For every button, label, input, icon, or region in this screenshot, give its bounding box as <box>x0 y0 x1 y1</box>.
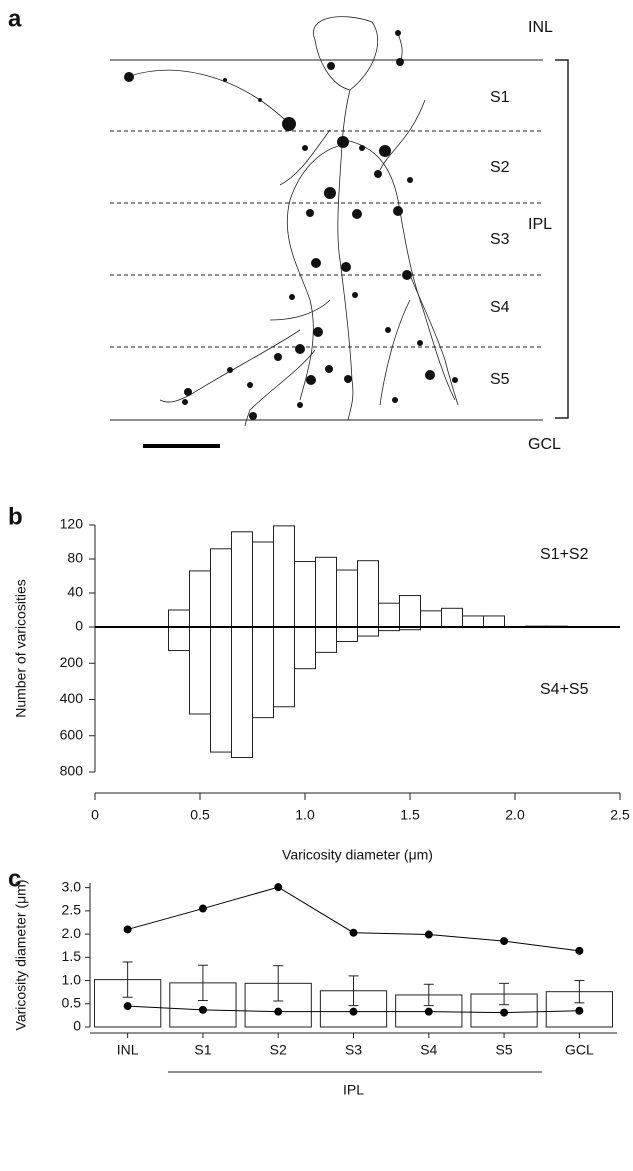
y-tick-label: 2.0 <box>62 925 82 941</box>
y2-tick-label: 800 <box>60 763 84 779</box>
x-tick-label: S2 <box>270 1042 287 1058</box>
panel-b: b 0 40 80 120 200 400 600 800 0 0.5 1.0 1.5 2.0 2.5 Var… <box>8 503 630 862</box>
panel-letter: b <box>8 503 23 530</box>
line-marker <box>424 1007 433 1016</box>
x-tick-label: S3 <box>345 1042 362 1058</box>
ipl-bracket <box>555 59 569 419</box>
y-tick-label: 40 <box>67 584 83 600</box>
neuron-drawing <box>129 16 459 427</box>
histogram-bar <box>462 615 484 628</box>
y-tick-label: 1.5 <box>62 948 82 964</box>
line-marker <box>500 1008 509 1017</box>
histogram-bar <box>315 556 337 628</box>
x-tick-label: 2.5 <box>610 807 630 823</box>
x-axis-label: Varicosity diameter (μm) <box>282 847 433 863</box>
x-tick-label: GCL <box>565 1042 594 1058</box>
x-tick-label: S1 <box>194 1042 211 1058</box>
histogram-bar <box>189 626 211 715</box>
line-marker <box>123 1002 132 1011</box>
series-label: S1+S2 <box>540 546 589 563</box>
x-tick-label: 0.5 <box>190 807 210 823</box>
histogram-bar <box>168 626 190 652</box>
layer-label: S5 <box>490 371 510 388</box>
line-marker <box>349 1007 358 1016</box>
histogram-bar <box>399 595 421 628</box>
histogram-bar <box>231 531 253 628</box>
histogram-bar <box>357 626 379 637</box>
histogram-bar <box>294 626 316 670</box>
histogram-bar <box>357 560 379 628</box>
x-tick-label: 1.5 <box>400 807 420 823</box>
bracket-label: IPL <box>528 216 552 233</box>
panel-c: c 0 0.5 1.0 1.5 2.0 2.5 3.0 Varicosity diameter … <box>8 865 617 1098</box>
panel-a: a <box>8 5 569 453</box>
histogram-bar <box>252 626 274 719</box>
layer-label: GCL <box>528 436 561 453</box>
y-tick-label: 120 <box>60 516 84 532</box>
x-tick-label: INL <box>117 1042 139 1058</box>
y-tick-label: 1.0 <box>62 971 82 987</box>
line <box>127 886 580 952</box>
y2-tick-label: 600 <box>60 726 84 742</box>
histogram-bar <box>252 541 274 628</box>
line-marker <box>500 937 509 946</box>
y-tick-label: 0 <box>73 1018 81 1034</box>
y-tick-label: 80 <box>67 550 83 566</box>
group-label: IPL <box>343 1082 364 1098</box>
histogram-bar <box>273 525 295 628</box>
bar <box>244 982 312 1028</box>
layer-label: S3 <box>490 231 510 248</box>
histogram-bar <box>378 602 400 628</box>
y-tick-label: 0.5 <box>62 994 82 1010</box>
line-marker <box>274 883 283 892</box>
histogram-bar <box>483 615 505 628</box>
x-tick-label: 0 <box>91 807 99 823</box>
histogram-bar <box>336 626 358 642</box>
line-marker <box>424 930 433 939</box>
line-marker <box>274 1007 283 1016</box>
y2-tick-label: 400 <box>60 690 84 706</box>
x-tick-label: 2.0 <box>505 807 525 823</box>
varicosities <box>124 30 458 420</box>
histogram-bar <box>210 626 232 753</box>
layer-label: INL <box>528 19 553 36</box>
y-tick-label: 2.5 <box>62 902 82 918</box>
histogram-bar <box>210 548 232 628</box>
line-marker <box>198 904 207 913</box>
line-marker <box>123 925 132 934</box>
line-marker <box>575 1006 584 1015</box>
line-marker <box>575 946 584 955</box>
y-axis-label: Varicosity diameter (μm) <box>13 880 29 1031</box>
histogram-bar <box>189 570 211 628</box>
x-tick-label: 1.0 <box>295 807 315 823</box>
histogram-bar <box>273 626 295 708</box>
line-marker <box>198 1005 207 1014</box>
layer-label: S2 <box>490 159 510 176</box>
histogram-bar <box>231 626 253 758</box>
layer-label: S1 <box>490 89 510 106</box>
y-tick-label: 3.0 <box>62 878 82 894</box>
histogram-bar <box>336 569 358 628</box>
panel-letter: a <box>8 5 22 32</box>
layer-label: S4 <box>490 299 510 316</box>
series-label: S4+S5 <box>540 681 589 698</box>
y-tick-label: 0 <box>75 618 83 634</box>
line-marker <box>349 928 358 937</box>
y2-tick-label: 200 <box>60 654 84 670</box>
histogram-bar <box>441 607 463 628</box>
histogram-bar <box>420 610 442 628</box>
x-tick-label: S5 <box>496 1042 513 1058</box>
histogram-bar <box>168 609 190 628</box>
panel-letter: c <box>8 865 21 892</box>
y-axis-label: Number of varicosities <box>13 579 29 718</box>
x-tick-label: S4 <box>420 1042 437 1058</box>
histogram-bar <box>294 561 316 628</box>
histogram-bar <box>315 626 337 653</box>
